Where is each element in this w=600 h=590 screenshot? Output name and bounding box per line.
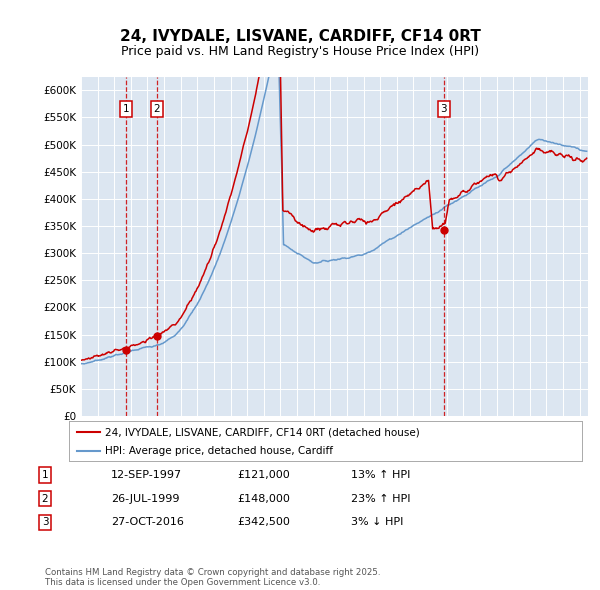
Text: 12-SEP-1997: 12-SEP-1997 bbox=[111, 470, 182, 480]
Text: 27-OCT-2016: 27-OCT-2016 bbox=[111, 517, 184, 527]
Text: Contains HM Land Registry data © Crown copyright and database right 2025.
This d: Contains HM Land Registry data © Crown c… bbox=[45, 568, 380, 587]
Text: 1: 1 bbox=[122, 104, 129, 114]
Text: 23% ↑ HPI: 23% ↑ HPI bbox=[351, 494, 410, 503]
Text: 3: 3 bbox=[440, 104, 447, 114]
Text: 26-JUL-1999: 26-JUL-1999 bbox=[111, 494, 179, 503]
Text: 24, IVYDALE, LISVANE, CARDIFF, CF14 0RT: 24, IVYDALE, LISVANE, CARDIFF, CF14 0RT bbox=[119, 29, 481, 44]
Text: Price paid vs. HM Land Registry's House Price Index (HPI): Price paid vs. HM Land Registry's House … bbox=[121, 45, 479, 58]
Text: HPI: Average price, detached house, Cardiff: HPI: Average price, detached house, Card… bbox=[105, 445, 333, 455]
Text: 1: 1 bbox=[41, 470, 49, 480]
Text: 2: 2 bbox=[154, 104, 160, 114]
Text: £148,000: £148,000 bbox=[237, 494, 290, 503]
Text: 2: 2 bbox=[41, 494, 49, 503]
Text: 24, IVYDALE, LISVANE, CARDIFF, CF14 0RT (detached house): 24, IVYDALE, LISVANE, CARDIFF, CF14 0RT … bbox=[105, 427, 419, 437]
Text: 13% ↑ HPI: 13% ↑ HPI bbox=[351, 470, 410, 480]
Text: 3: 3 bbox=[41, 517, 49, 527]
Text: £121,000: £121,000 bbox=[237, 470, 290, 480]
Text: 3% ↓ HPI: 3% ↓ HPI bbox=[351, 517, 403, 527]
Text: £342,500: £342,500 bbox=[237, 517, 290, 527]
